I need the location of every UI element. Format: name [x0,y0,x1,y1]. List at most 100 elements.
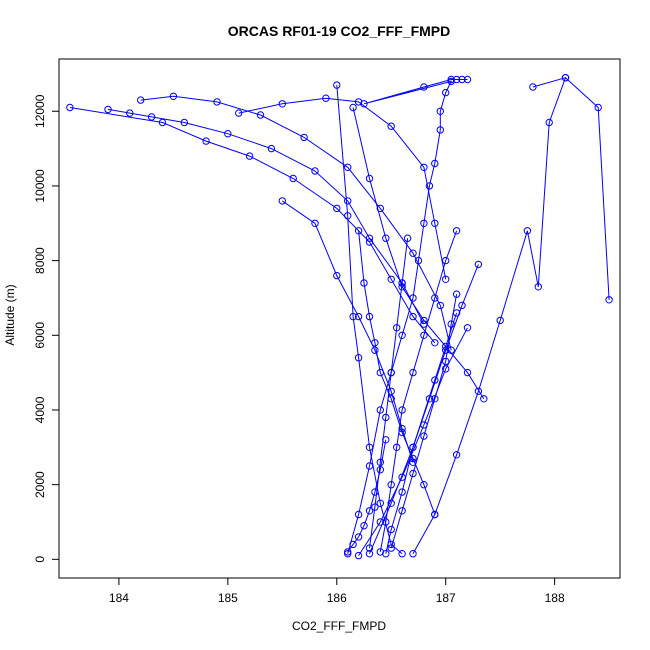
series-line [140,95,452,351]
data-point [322,94,330,102]
data-point [365,550,374,558]
series-9 [365,234,412,552]
data-point [545,118,553,127]
data-point [354,510,363,519]
series-line [107,108,425,325]
data-point [431,510,439,519]
data-point [387,525,395,534]
data-point [447,75,455,84]
y-axis-label: Altitude (m) [3,284,17,345]
data-point [344,548,352,556]
data-point [474,387,483,395]
data-point [398,507,406,515]
data-point [66,103,74,112]
data-point [169,92,178,101]
series-line [347,79,468,554]
data-point [420,316,428,325]
series-13 [529,74,570,91]
y-tick-label: 4000 [33,396,47,423]
data-point [496,316,504,325]
series-2 [104,105,428,328]
data-point [213,98,221,106]
data-point [376,458,384,466]
data-point [480,395,488,403]
y-axis: 0 2000 4000 6000 8000 10000 12000 [33,94,60,563]
data-point [224,130,232,138]
data-point [387,481,395,489]
data-point [354,312,363,321]
data-point [376,204,384,213]
data-point [442,88,450,97]
data-point [382,518,390,526]
data-point [382,436,390,444]
data-point [452,290,461,298]
data-point [398,488,406,496]
chart-title: ORCAS RF01-19 CO2_FFF_FMPD [228,23,450,39]
y-tick-label: 10000 [33,169,47,203]
data-point [245,152,254,160]
data-point [436,301,444,310]
y-tick-label: 12000 [33,94,47,128]
data-point [561,74,570,82]
data-point [409,249,417,257]
data-point [147,113,156,121]
data-point [300,133,308,142]
data-point [442,357,450,366]
data-point [365,312,374,321]
series-17 [365,309,461,558]
data-point [354,227,363,235]
data-point [387,122,395,130]
y-tick-label: 0 [33,556,47,563]
series-line [352,107,485,400]
data-point [436,107,444,116]
x-axis: 184 185 186 187 188 [109,577,565,605]
series-line [282,200,414,463]
data-point [387,368,395,377]
data-point [365,507,374,515]
data-point [409,443,417,451]
data-point [333,204,341,213]
data-point [431,339,439,347]
data-point [447,320,455,328]
data-point [442,256,450,265]
series-14 [344,436,390,556]
series-7 [349,103,488,403]
data-point [349,312,357,321]
data-point [452,451,461,459]
series-1 [66,103,439,347]
data-point [458,75,466,84]
data-point [463,324,472,332]
data-point [354,98,363,106]
data-point [420,481,428,489]
data-point [360,279,368,287]
data-point [420,163,428,172]
data-point [371,346,379,354]
series-0 [344,75,472,558]
series-line [358,327,468,556]
y-tick-label: 8000 [33,247,47,274]
data-point [431,159,439,168]
data-point [376,466,384,474]
data-point [534,283,542,291]
data-point [420,331,428,339]
data-point [158,118,167,127]
data-point [387,275,395,283]
series-line [347,439,387,553]
data-point [409,469,417,478]
data-point [442,365,450,373]
data-point [344,212,352,220]
data-point [523,227,532,235]
data-point [256,111,265,119]
series-line [532,77,566,88]
data-point [398,550,406,558]
series-12 [409,74,613,558]
data-point [474,260,483,269]
data-point [420,432,428,440]
data-point [409,550,417,558]
series-line [390,294,458,549]
y-tick-label: 6000 [33,322,47,349]
data-point [371,488,379,496]
data-point [371,339,379,347]
data-point [278,197,286,205]
x-axis-label: CO2_FFF_FMPD [292,619,386,633]
